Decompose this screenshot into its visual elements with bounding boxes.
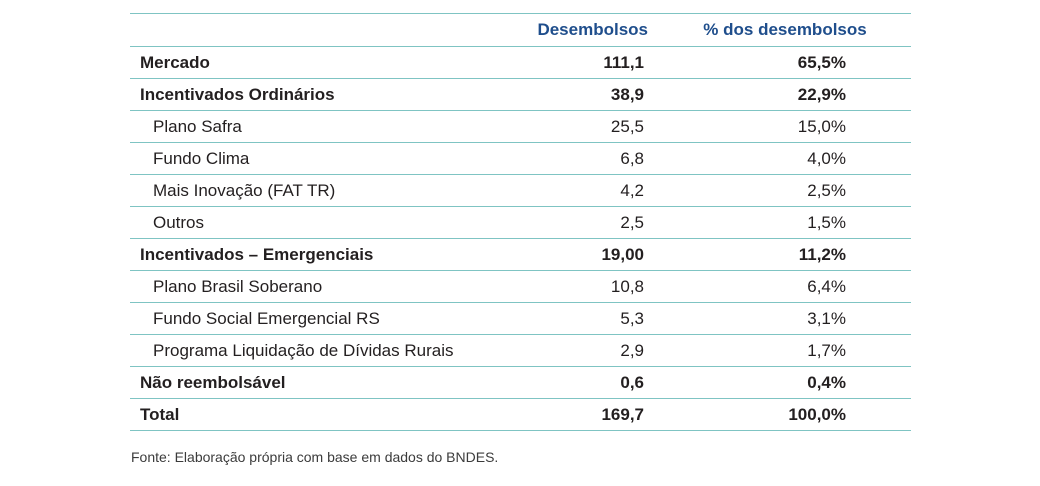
header-disbursements: Desembolsos — [537, 20, 648, 39]
disbursements-table: Desembolsos % dos desembolsos Mercado 111… — [130, 13, 911, 431]
row-percent-value: 1,5% — [807, 212, 846, 232]
row-label: Incentivados Ordinários — [140, 84, 335, 104]
row-label: Fundo Clima — [153, 148, 250, 168]
table-row: Plano Brasil Soberano 10,8 6,4% — [130, 271, 911, 303]
table-row: Não reembolsável 0,6 0,4% — [130, 367, 911, 399]
row-label: Outros — [153, 212, 205, 232]
row-label: Total — [140, 404, 180, 424]
row-disbursement-value: 0,6 — [620, 372, 644, 392]
row-disbursement-value: 169,7 — [601, 404, 644, 424]
row-disbursement-value: 4,2 — [620, 180, 644, 200]
table-header-row: Desembolsos % dos desembolsos — [130, 14, 911, 47]
row-percent-value: 3,1% — [807, 308, 846, 328]
row-disbursement-value: 111,1 — [603, 52, 644, 72]
row-disbursement-value: 19,00 — [601, 244, 644, 264]
row-label: Fundo Social Emergencial RS — [153, 308, 380, 328]
table-row: Fundo Clima 6,8 4,0% — [130, 143, 911, 175]
source-note: Fonte: Elaboração própria com base em da… — [131, 449, 499, 465]
row-percent-value: 65,5% — [797, 52, 846, 72]
row-label: Incentivados – Emergenciais — [140, 244, 374, 264]
table-row: Incentivados – Emergenciais 19,00 11,2% — [130, 239, 911, 271]
row-disbursement-value: 5,3 — [620, 308, 644, 328]
row-label: Plano Safra — [153, 116, 242, 136]
table-row: Plano Safra 25,5 15,0% — [130, 111, 911, 143]
row-disbursement-value: 38,9 — [610, 84, 644, 104]
row-percent-value: 4,0% — [807, 148, 846, 168]
table-row: Fundo Social Emergencial RS 5,3 3,1% — [130, 303, 911, 335]
row-label: Não reembolsável — [140, 372, 286, 392]
row-label: Programa Liquidação de Dívidas Rurais — [153, 340, 454, 360]
row-label: Plano Brasil Soberano — [153, 276, 323, 296]
table-row: Mais Inovação (FAT TR) 4,2 2,5% — [130, 175, 911, 207]
row-disbursement-value: 6,8 — [620, 148, 644, 168]
row-percent-value: 1,7% — [807, 340, 846, 360]
header-percent: % dos desembolsos — [703, 20, 867, 39]
table-row: Total 169,7 100,0% — [130, 399, 911, 431]
row-disbursement-value: 25,5 — [610, 116, 644, 136]
table-row: Mercado 111,1 65,5% — [130, 47, 911, 79]
row-percent-value: 15,0% — [797, 116, 846, 136]
row-percent-value: 0,4% — [807, 372, 846, 392]
row-percent-value: 6,4% — [807, 276, 846, 296]
table-top-rule — [130, 13, 911, 14]
row-disbursement-value: 2,9 — [620, 340, 644, 360]
row-percent-value: 100,0% — [788, 404, 846, 424]
row-percent-value: 2,5% — [807, 180, 846, 200]
row-label: Mercado — [140, 52, 210, 72]
row-label: Mais Inovação (FAT TR) — [153, 180, 336, 200]
table-row: Incentivados Ordinários 38,9 22,9% — [130, 79, 911, 111]
row-percent-value: 11,2% — [798, 244, 846, 264]
table-body: Mercado 111,1 65,5% Incentivados Ordinários… — [130, 47, 911, 431]
table-row: Outros 2,5 1,5% — [130, 207, 911, 239]
row-disbursement-value: 2,5 — [620, 212, 644, 232]
row-disbursement-value: 10,8 — [610, 276, 644, 296]
table-row: Programa Liquidação de Dívidas Rurais 2,9… — [130, 335, 911, 367]
row-percent-value: 22,9% — [797, 84, 846, 104]
